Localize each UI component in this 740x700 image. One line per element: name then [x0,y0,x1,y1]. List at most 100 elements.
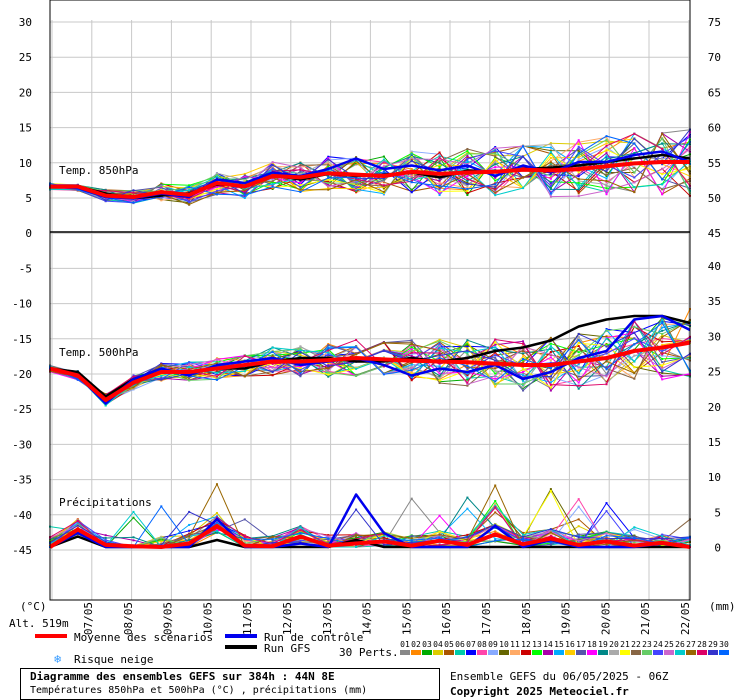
perturbation-point [605,337,608,340]
perturbation-point [633,360,636,363]
perturbation-point [438,165,441,168]
perturbation-point [549,149,552,152]
perturbation-point [410,353,413,356]
perturbation-point [132,510,135,513]
perturbation-point [661,370,664,373]
perturbation-point [188,366,191,369]
perturbation-point [494,356,497,359]
pert-number: 04 [433,640,443,649]
perturbation-point [633,191,636,194]
perturbation-point [661,343,664,346]
perturbation-point [661,163,664,166]
perturbation-point [299,161,302,164]
perturbation-point [466,149,469,152]
perturbation-point [438,340,441,343]
perturbation-point [438,338,441,341]
perturbation-point [549,530,552,533]
perturbation-point [661,336,664,339]
perturbation-point [466,383,469,386]
perturbation-point [577,354,580,357]
perturbation-point [577,533,580,536]
right-tick-label: 75 [708,16,721,29]
pert-number: 22 [631,640,641,649]
right-tick-label: 30 [708,330,721,343]
perturbation-point [299,168,302,171]
perturbation-point [215,531,218,534]
perturbation-point [299,530,302,533]
perturbation-point [466,156,469,159]
perturbation-point [299,346,302,349]
pert-number: 27 [686,640,696,649]
perturbation-point [438,535,441,538]
perturbation-point [549,176,552,179]
series-line [49,314,691,405]
perturbation-point [327,364,330,367]
series-line [50,160,690,199]
perturbation-point [438,354,441,357]
perturbation-point [327,157,330,160]
perturbation-point [661,361,664,364]
perturbation-point [188,379,191,382]
perturbation-point [549,180,552,183]
perturbation-point [494,372,497,375]
perturbation-point [104,541,107,544]
perturbation-point [160,537,163,540]
perturbation-point [494,526,497,529]
perturbation-point [327,160,330,163]
perturbation-point [522,537,525,540]
perturbation-point [215,188,218,191]
perturbation-point [466,181,469,184]
perturbation-point [327,541,330,544]
perturbation-point [215,528,218,531]
perturbation-point [327,158,330,161]
perturbation-point [327,351,330,354]
perturbation-point [355,367,358,370]
perturbation-point [522,386,525,389]
perturbation-point [605,152,608,155]
perturbation-point [299,375,302,378]
perturbation-point [661,337,664,340]
perturbation-point [494,341,497,344]
perturbation-point [549,146,552,149]
perturbation-point [661,183,664,186]
perturbation-point [549,528,552,531]
perturbation-point [605,146,608,149]
perturbation-point [132,201,135,204]
perturbation-point [215,530,218,533]
perturbation-point [605,181,608,184]
perturbation-point [577,156,580,159]
perturbation-point [188,523,191,526]
perturbation-point [577,375,580,378]
panel-label-t500: Temp. 500hPa [59,346,138,359]
perturbation-point [466,342,469,345]
x-date-label: 22/05 [679,602,692,635]
perturbation-point [494,369,497,372]
x-date-label: 13/05 [321,602,334,635]
pert-number: 23 [642,640,652,649]
perturbation-point [577,381,580,384]
perturbation-point [438,365,441,368]
perturbation-point [633,320,636,323]
perturbation-point [494,176,497,179]
perturbation-point [466,180,469,183]
perturbation-point [188,363,191,366]
left-tick-label: 5 [25,192,32,205]
perturbation-point [522,340,525,343]
perturbation-point [605,155,608,158]
perturbation-point [494,504,497,507]
perturbation-point [327,178,330,181]
perturbation-point [327,343,330,346]
perturbation-point [549,351,552,354]
pert-number: 30 [719,640,729,649]
left-tick-label: -30 [12,438,32,451]
pert-swatch [620,650,630,655]
perturbation-point [577,369,580,372]
pert-swatch [400,650,410,655]
perturbation-point [633,186,636,189]
perturbation-point [243,191,246,194]
left-tick-label: 20 [19,86,32,99]
perturbation-point [215,189,218,192]
right-tick-label: 50 [708,192,721,205]
pert-number: 29 [708,640,718,649]
perturbation-point [466,151,469,154]
